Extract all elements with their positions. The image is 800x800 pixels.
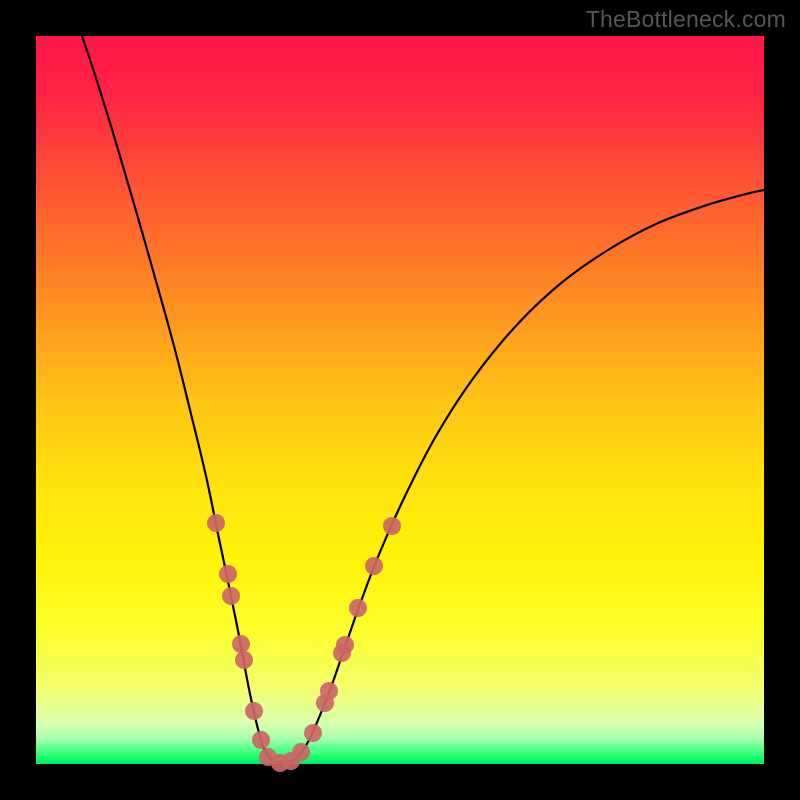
data-marker [252, 731, 270, 749]
data-marker [245, 702, 263, 720]
data-marker [365, 557, 383, 575]
data-marker [207, 514, 225, 532]
data-marker [320, 682, 338, 700]
data-marker [235, 651, 253, 669]
data-marker [383, 517, 401, 535]
data-marker [304, 724, 322, 742]
data-marker [219, 565, 237, 583]
data-marker [336, 636, 354, 654]
data-marker [292, 743, 310, 761]
data-marker [222, 587, 240, 605]
watermark-text: TheBottleneck.com [586, 6, 786, 33]
chart-frame: TheBottleneck.com [0, 0, 800, 800]
v-curve [82, 36, 764, 763]
data-marker [232, 635, 250, 653]
plot-svg [36, 36, 764, 764]
data-markers [207, 514, 401, 772]
data-marker [349, 599, 367, 617]
